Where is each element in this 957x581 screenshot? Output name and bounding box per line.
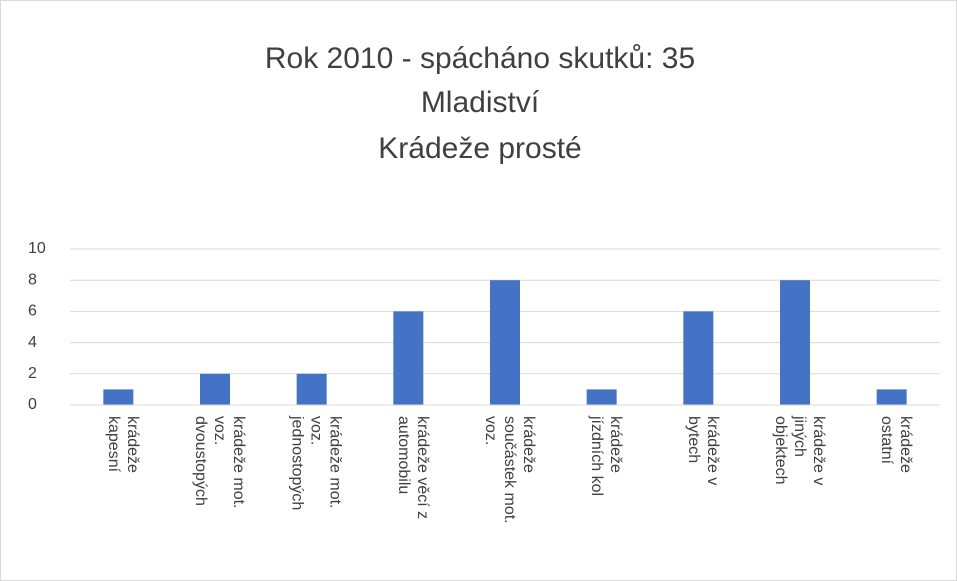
bar <box>393 311 424 405</box>
y-tick-label: 0 <box>28 396 37 413</box>
chart-title: Rok 2010 - spácháno skutků: 35 <box>265 42 695 75</box>
bar <box>200 373 230 405</box>
bar <box>876 389 907 405</box>
y-tick-label: 4 <box>28 334 37 351</box>
x-tick-label: krádežekapesní <box>105 416 141 473</box>
x-tick-label: krádeže vjinýchobjektech <box>772 415 827 485</box>
x-tick-label: krádežejízdních kol <box>588 415 624 496</box>
chart-title: Mladiství <box>421 86 540 119</box>
bar <box>780 280 810 405</box>
x-tick-label: krádežeostatní <box>878 416 914 473</box>
x-tick-label: krádeže věcí zautomobilu <box>395 416 431 519</box>
x-tick-label: krádežesoučástek mot.voz. <box>482 416 537 524</box>
bar <box>296 373 327 405</box>
x-tick-label: krádeže vbytech <box>685 416 721 485</box>
y-tick-label: 8 <box>28 271 37 288</box>
y-tick-label: 6 <box>28 303 37 320</box>
bar <box>490 280 520 405</box>
chart-title: Krádeže prosté <box>378 132 581 165</box>
bar <box>683 311 714 405</box>
bar <box>103 389 134 405</box>
x-tick-label: krádeže mot.voz.jednostopých <box>289 415 344 510</box>
y-tick-label: 10 <box>28 240 46 257</box>
y-tick-label: 2 <box>28 365 37 382</box>
bar <box>586 389 617 405</box>
x-tick-label: krádeže mot.voz.dvoustopých <box>192 416 247 508</box>
